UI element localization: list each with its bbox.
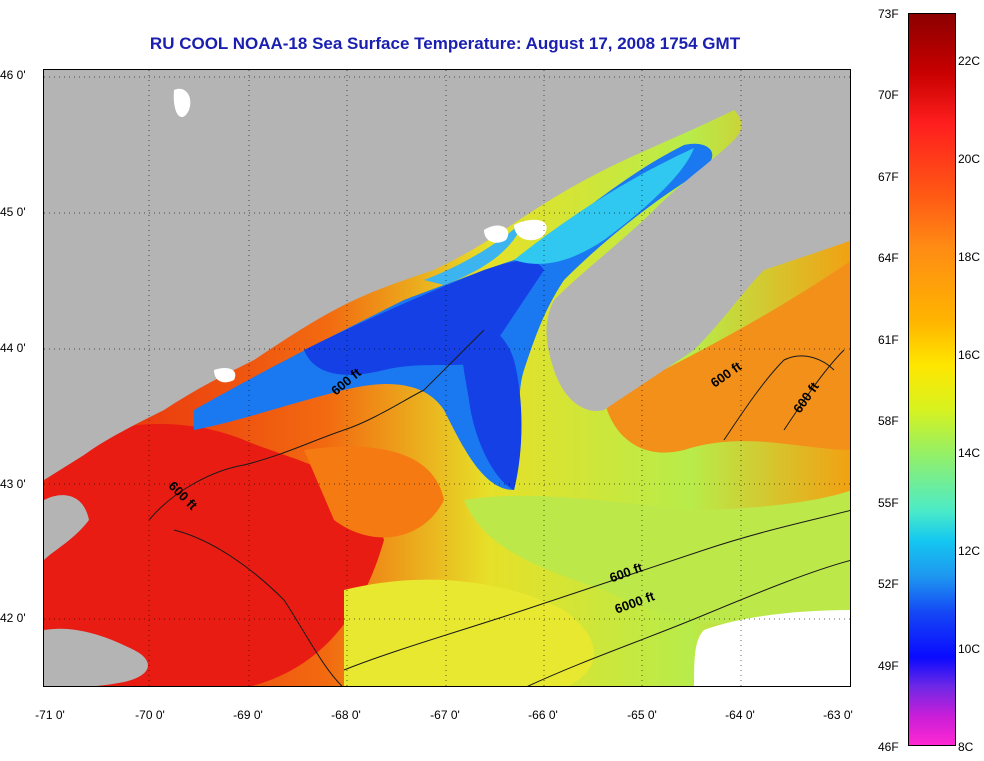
colorbar-celsius-label: 20C — [958, 152, 981, 166]
georges-bank — [344, 579, 594, 686]
colorbar-fahrenheit-label: 70F — [878, 88, 899, 102]
latitude-label: 45 0' — [0, 205, 26, 219]
map-canvas — [44, 70, 850, 686]
colorbar-fahrenheit-label: 67F — [878, 170, 899, 184]
bay-of-fundy — [514, 148, 694, 264]
land-maine-nova-scotia — [44, 70, 850, 480]
colorbar-fahrenheit-label: 58F — [878, 414, 899, 428]
map-title: RU COOL NOAA-18 Sea Surface Temperature:… — [149, 34, 741, 53]
colorbar-celsius-label: 22C — [958, 54, 981, 68]
sst-map: 600 ft 600 ft 600 ft 600 ft 600 ft 6000 … — [43, 69, 851, 687]
cloud-patch — [514, 219, 547, 241]
colorbar-fahrenheit-label: 61F — [878, 333, 899, 347]
colorbar-celsius-label: 18C — [958, 250, 981, 264]
colorbar-fahrenheit-label: 46F — [878, 740, 899, 754]
longitude-label: -65 0' — [627, 708, 657, 722]
latitude-label: 43 0' — [0, 477, 26, 491]
land-cape-ann — [44, 495, 89, 560]
longitude-label: -71 0' — [35, 708, 65, 722]
colorbar-celsius-label: 16C — [958, 348, 981, 362]
scotian-shelf-warm — [604, 261, 850, 453]
colorbar-fahrenheit-label: 55F — [878, 496, 899, 510]
depth-contours — [148, 329, 850, 686]
colorbar-celsius-label: 8C — [958, 740, 974, 754]
graticule — [44, 70, 850, 686]
latitude-label: 46 0' — [0, 68, 26, 82]
colorbar-fahrenheit-label: 73F — [878, 7, 899, 21]
colorbar-fahrenheit-label: 64F — [878, 251, 899, 265]
fundy-edge — [424, 220, 524, 285]
longitude-label: -68 0' — [331, 708, 361, 722]
colorbar-fahrenheit-label: 49F — [878, 659, 899, 673]
cloud-patch — [173, 88, 191, 118]
land-new-brunswick — [684, 70, 850, 110]
colorbar-celsius-label: 10C — [958, 642, 981, 656]
temperature-colorbar — [908, 13, 956, 746]
longitude-label: -70 0' — [135, 708, 165, 722]
colorbar-fahrenheit-label: 52F — [878, 577, 899, 591]
warm-water-region-east — [304, 446, 444, 538]
cloud-patch — [484, 225, 509, 243]
warm-water-region — [44, 423, 384, 686]
longitude-label: -63 0' — [823, 708, 853, 722]
longitude-label: -64 0' — [725, 708, 755, 722]
longitude-label: -66 0' — [528, 708, 558, 722]
latitude-label: 42 0' — [0, 611, 26, 625]
longitude-label: -69 0' — [233, 708, 263, 722]
cloud-patch-south-east — [694, 610, 850, 686]
cloud-patch — [214, 368, 236, 383]
colorbar-celsius-label: 12C — [958, 544, 981, 558]
cold-core-northeast-channel — [461, 326, 522, 490]
land-cape-cod — [44, 628, 148, 686]
latitude-label: 44 0' — [0, 341, 26, 355]
colorbar-celsius-label: 14C — [958, 446, 981, 460]
longitude-label: -67 0' — [430, 708, 460, 722]
